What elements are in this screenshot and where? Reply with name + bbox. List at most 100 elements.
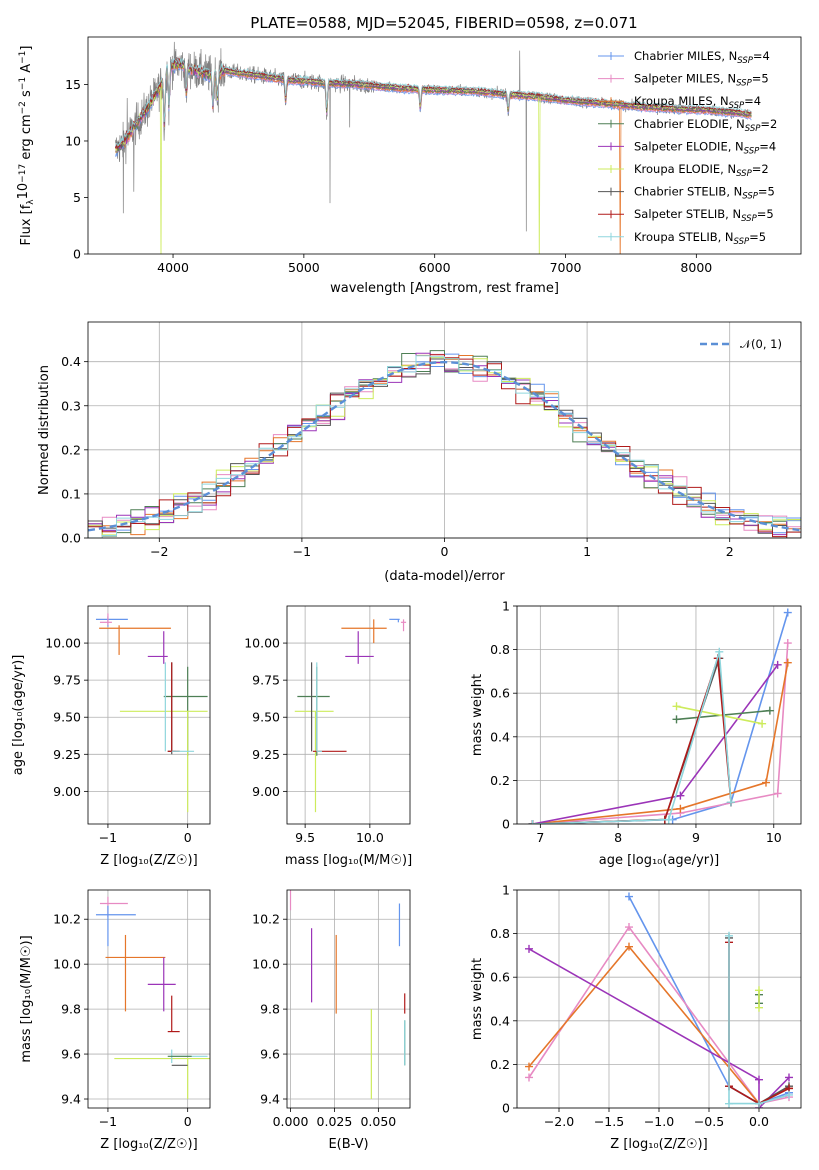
mass-weight-marker — [726, 798, 735, 807]
x-tick-label: 10.0 — [356, 830, 384, 845]
mass-weight-marker — [528, 820, 537, 824]
errorbar-point — [345, 631, 374, 664]
x-tick-label: 0.000 — [273, 1114, 309, 1129]
x-tick-label: 8000 — [680, 260, 712, 275]
mass-weight-marker — [625, 942, 633, 951]
y-tick-label: 9.4 — [61, 1092, 81, 1107]
x-tick-label: 9 — [692, 830, 700, 845]
x-tick-label: 2 — [726, 544, 734, 559]
errorbar-point — [99, 896, 128, 917]
errorbar-point — [105, 934, 166, 1012]
y-axis-label-part: A — [19, 64, 34, 77]
y-tick-label: 0 — [502, 817, 510, 832]
mass-weight-marker — [773, 789, 782, 798]
y-axis-label: Flux [fλ10−17 erg cm−2 s−1 A−1] — [16, 46, 36, 246]
y-tick-label: 9.25 — [53, 747, 81, 762]
y-tick-label: 0.1 — [61, 486, 81, 501]
mass-weight-marker — [672, 715, 681, 724]
y-axis-label: mass weight — [470, 958, 485, 1040]
y-tick-label: 0.3 — [61, 398, 81, 413]
y-axis-label-part: s — [19, 90, 34, 101]
x-axis-label: E(B-V) — [328, 1137, 368, 1152]
mass-weight-marker — [664, 815, 673, 824]
massweight-vs-age-panel: 7 8 9 10 0 0.2 0.4 0.6 0.8 1 age [log₁₀(age/yr)] ma… — [470, 599, 802, 868]
x-tick-label: 4000 — [157, 260, 189, 275]
y-tick-label: 0.6 — [490, 970, 510, 985]
errorbar-point — [99, 625, 171, 655]
gaussian-curve — [88, 360, 801, 532]
x-tick-label: 5000 — [288, 260, 320, 275]
age-vs-mass-plot-area — [294, 618, 407, 813]
mass-weight-line — [676, 705, 763, 725]
residual-histogram — [88, 355, 801, 538]
axes-frame — [516, 889, 802, 1109]
y-axis-label-part: ] — [19, 46, 34, 51]
x-axis-label: Z [log₁₀(Z/Z☉)] — [100, 1137, 197, 1152]
mass-weight-marker — [672, 702, 681, 711]
massweight-vs-Z-panel: −2.0 −1.5 −1.0 −0.5 0.0 0 0.2 0.4 0.6 0.8 1 Z [log₁… — [470, 883, 802, 1152]
y-tick-label: 10.00 — [45, 636, 81, 651]
y-tick-label: 0.2 — [490, 773, 510, 788]
y-axis-label: mass [log₁₀(M/M☉)] — [19, 935, 34, 1062]
mass-weight-marker — [525, 944, 533, 953]
spectrum-data-line — [115, 41, 752, 232]
x-tick-label: −1.5 — [594, 1114, 624, 1129]
x-tick-label: −1 — [293, 544, 311, 559]
age-vs-mass-panel: 9.5 10.0 9.00 9.25 9.50 9.75 10.00 mass [log₁₀(… — [244, 605, 412, 868]
y-tick-label: 9.50 — [252, 710, 280, 725]
mass-weight-marker — [773, 660, 782, 669]
y-tick-label: 1 — [502, 883, 510, 898]
errorbar-point — [147, 631, 168, 664]
mass-weight-marker — [783, 639, 792, 648]
y-axis-label-part: −2 — [18, 101, 28, 114]
mass-weight-line — [528, 925, 790, 1105]
y-tick-label: 0.8 — [490, 926, 510, 941]
y-tick-label: 9.4 — [260, 1092, 280, 1107]
errorbar-point — [147, 957, 176, 1012]
age-vs-Z-plot-area — [95, 613, 208, 813]
x-tick-label: 10 — [766, 830, 782, 845]
x-tick-label: 1 — [583, 544, 591, 559]
mass-weight-marker — [785, 1090, 793, 1099]
y-axis-label: mass weight — [470, 674, 485, 756]
mass-vs-EBV-panel: 0.000 0.025 0.050 9.4 9.6 9.8 10.0 10.2 E(B-V) — [252, 889, 411, 1152]
mass-weight-line — [532, 612, 789, 824]
y-axis-label-part: −1 — [18, 51, 28, 64]
x-tick-label: 0 — [441, 544, 449, 559]
y-axis-label-part: −17 — [18, 164, 28, 183]
massweight-vs-Z-plot-area — [525, 892, 793, 1108]
x-tick-label: 0.025 — [317, 1114, 353, 1129]
x-axis-label: Z [log₁₀(Z/Z☉)] — [100, 853, 197, 868]
mass-weight-marker — [525, 1073, 533, 1082]
y-axis-label-part: 10 — [16, 183, 31, 200]
y-tick-label: 10.2 — [252, 912, 280, 927]
x-tick-label: −2.0 — [544, 1114, 574, 1129]
spectrum-legend: Chabrier MILES, NSSP=4 Salpeter MILES, NS… — [598, 49, 777, 247]
mass-weight-marker — [758, 719, 767, 728]
axes-frame — [286, 605, 411, 825]
x-axis-label: wavelength [Angstrom, rest frame] — [330, 281, 559, 296]
y-tick-label: 9.6 — [260, 1047, 280, 1062]
y-tick-label: 0.8 — [490, 642, 510, 657]
massweight-vs-age-plot-area — [528, 608, 792, 824]
y-axis-label-part: −1 — [18, 77, 28, 90]
legend-label: Kroupa ELODIE, NSSP=2 — [634, 162, 769, 179]
x-tick-label: −1.0 — [644, 1114, 674, 1129]
mass-weight-marker — [783, 608, 792, 617]
x-axis-label: age [log₁₀(age/yr)] — [599, 853, 720, 868]
mass-weight-marker — [755, 1003, 763, 1012]
mass-weight-line — [532, 658, 732, 824]
y-tick-label: 0.0 — [61, 531, 81, 546]
mass-weight-marker — [725, 931, 733, 940]
mass-weight-marker — [755, 1075, 763, 1084]
x-tick-label: −1 — [99, 1114, 117, 1129]
y-tick-label: 0.4 — [490, 729, 510, 744]
mass-weight-marker — [525, 1062, 533, 1071]
age-vs-Z-panel: −1 0 9.00 9.25 9.50 9.75 10.00 Z [log₁₀(Z/Z☉)] a… — [11, 605, 211, 868]
y-tick-label: 9.8 — [61, 1002, 81, 1017]
axes-frame — [87, 889, 211, 1109]
y-tick-label: 0.4 — [61, 354, 81, 369]
y-axis-label: Normed distribution — [37, 365, 52, 495]
mass-weight-line — [532, 643, 789, 824]
